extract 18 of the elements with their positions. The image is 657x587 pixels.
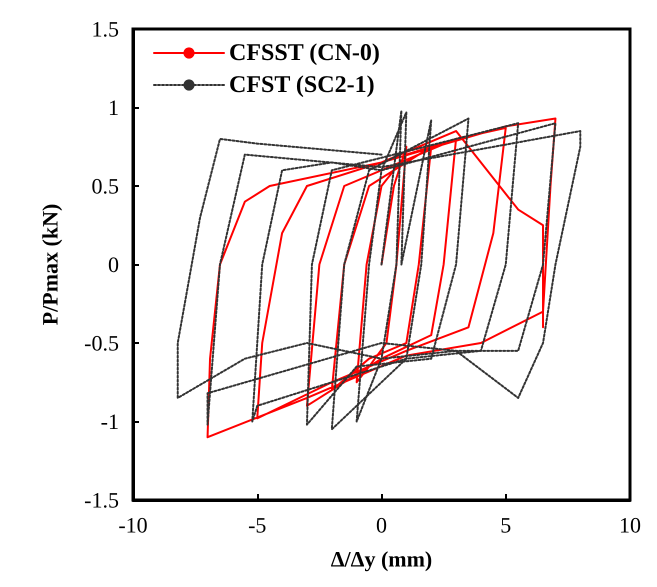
x-tick-label: 10 bbox=[619, 512, 641, 538]
y-tick-label: -0.5 bbox=[84, 330, 119, 356]
line-series bbox=[206, 117, 556, 438]
x-tick-label: -10 bbox=[118, 512, 148, 538]
x-tick-label: 0 bbox=[376, 512, 387, 538]
y-tick-label: -1 bbox=[100, 409, 119, 434]
y-tick-label: 0.5 bbox=[92, 174, 119, 198]
y-tick-label: 1.5 bbox=[92, 16, 119, 42]
x-tick-label: -5 bbox=[248, 512, 266, 538]
x-axis-title: Δ/Δy (mm) bbox=[330, 546, 432, 572]
legend-label: CFST (SC2-1) bbox=[229, 72, 375, 98]
x-tick-label: 5 bbox=[500, 512, 512, 538]
y-tick-label: 0 bbox=[108, 252, 119, 277]
y-axis-title: P/Pmax (kN) bbox=[38, 204, 62, 326]
legend-label: CFSST (CN-0) bbox=[229, 40, 380, 66]
line-series bbox=[176, 110, 582, 430]
y-tick-label: 1 bbox=[108, 95, 119, 120]
y-tick-label: -1.5 bbox=[84, 488, 119, 512]
